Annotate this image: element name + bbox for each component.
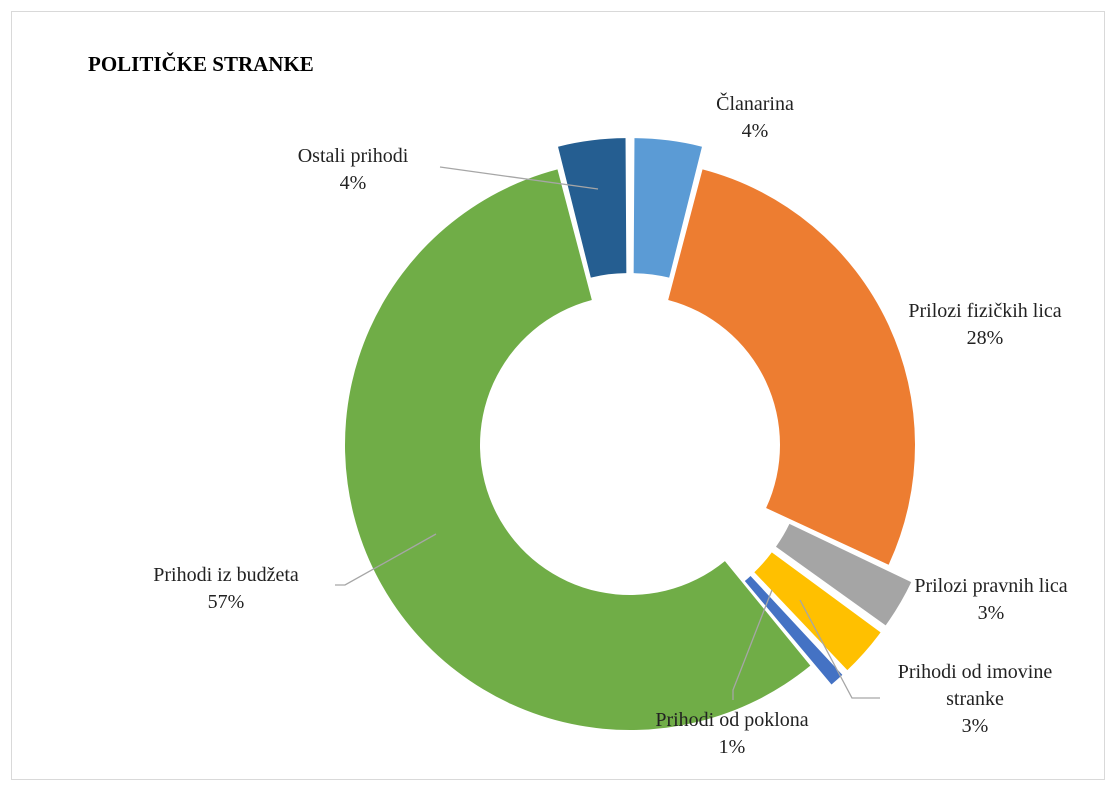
chart-title: POLITIČKE STRANKE [88,52,314,76]
data-label-prilozi-fizickih-lica: Prilozi fizičkih lica 28% [908,300,1061,349]
data-label-name: Prilozi pravnih lica [914,575,1067,597]
data-label-prilozi-pravnih-lica: Prilozi pravnih lica 3% [914,575,1067,624]
slice-prilozi-pravnih-lica [775,523,912,626]
data-label-value: 3% [962,715,989,737]
data-label-name: Prihodi od imovine [898,661,1053,683]
data-label-name: stranke [946,688,1004,710]
leader-prihodi-od-imovine [799,599,880,699]
data-label-prihodi-od-imovine-stranke: Prihodi od imovine stranke 3% [898,661,1053,737]
leader-prihodi-od-poklona [732,589,773,700]
leader-ostali-prihodi [439,166,599,190]
data-label-name: Članarina [716,91,794,115]
slice-prilozi-fizickih-lica [668,169,916,565]
slice-ostali-prihodi [558,138,627,278]
slice-prihodi-iz-budzeta [345,169,811,730]
data-label-prihodi-od-poklona: Prihodi od poklona 1% [655,709,808,758]
data-label-value: 4% [340,172,367,194]
slice-clanarina [633,138,702,278]
slice-prihodi-od-imovine-stranke [754,552,881,671]
data-label-value: 1% [719,736,746,758]
data-label-name: Prilozi fizičkih lica [908,300,1061,322]
data-label-prihodi-iz-budzeta: Prihodi iz budžeta 57% [153,564,299,613]
slice-prihodi-od-poklona [744,575,843,685]
leader-prihodi-iz-budzeta [335,533,437,586]
data-label-clanarina: Članarina 4% [716,91,794,142]
data-label-value: 57% [208,591,245,613]
data-label-name: Prihodi od poklona [655,709,808,731]
data-label-name: Ostali prihodi [298,145,409,167]
data-label-value: 28% [967,327,1004,349]
data-label-value: 3% [978,602,1005,624]
data-label-ostali-prihodi: Ostali prihodi 4% [298,145,409,194]
data-label-name: Prihodi iz budžeta [153,564,299,586]
data-label-value: 4% [742,120,769,142]
